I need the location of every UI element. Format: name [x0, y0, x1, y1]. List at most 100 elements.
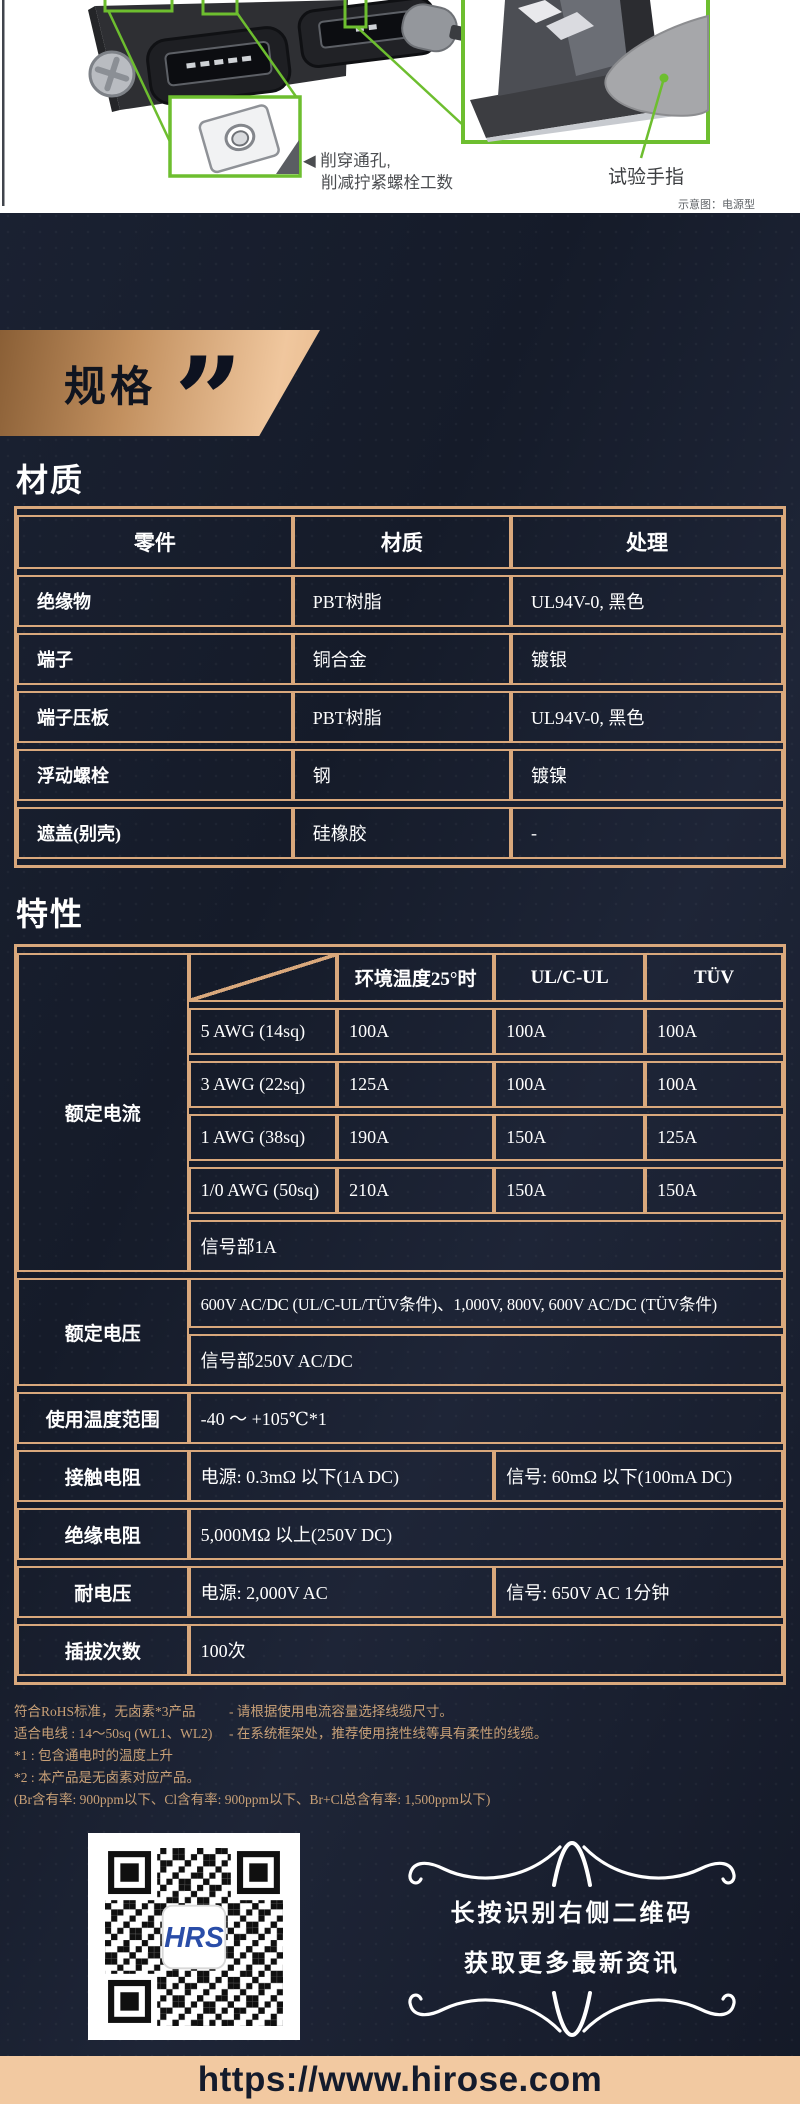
cell-part: 端子压板: [17, 691, 293, 743]
cell-current: 125A: [645, 1114, 783, 1161]
cell-mating-cycles: 100次: [188, 1624, 783, 1676]
row-label-contact-resistance: 接触电阻: [17, 1450, 189, 1502]
product-illustration: ◀ 削穿通孔, 削减拧紧螺栓工数 试验手指 示意图：电源型: [0, 0, 800, 213]
svg-text:HRS: HRS: [164, 1920, 224, 1952]
cell-current: 150A: [494, 1167, 646, 1214]
cell-wire: 5 AWG (14sq): [188, 1008, 338, 1055]
table-row: 遮盖(别壳) 硅橡胶 -: [17, 807, 783, 859]
table-row: 3 AWG (22sq) 125A 100A 100A: [17, 1061, 783, 1108]
cell-current: 100A: [645, 1061, 783, 1108]
cell-withstand-signal: 信号: 650V AC 1分钟: [494, 1566, 783, 1618]
table-row: 绝缘电阻 5,000MΩ 以上(250V DC): [17, 1508, 783, 1560]
cell-treatment: 镀银: [511, 633, 783, 685]
cell-current: 190A: [337, 1114, 495, 1161]
col-header-material: 材质: [292, 515, 512, 569]
cell-material: PBT树脂: [292, 691, 512, 743]
flourish-top-icon: [408, 1840, 736, 1887]
cell-wire: 3 AWG (22sq): [188, 1061, 338, 1108]
table-row: 插拔次数 100次: [17, 1624, 783, 1676]
footnote-rohs: 符合RoHS标准，无卤素*3产品: [14, 1704, 196, 1719]
cell-treatment: -: [511, 807, 783, 859]
table-row: 浮动螺栓 钢 镀镍: [17, 749, 783, 801]
promo-line2: 获取更多最新资讯: [464, 1951, 680, 1977]
materials-table: 零件 材质 处理 绝缘物 PBT树脂 UL94V-0, 黑色 端子 铜合金 镀银…: [14, 506, 786, 868]
cell-current: 100A: [337, 1008, 495, 1055]
col-header-part: 零件: [17, 515, 293, 569]
table-header-row: 零件 材质 处理: [17, 515, 783, 569]
cell-current: 125A: [337, 1061, 495, 1108]
qr-section: HRS 长按识别右侧二维码 获取更多最新资讯: [88, 1833, 800, 2045]
col-header-treatment: 处理: [511, 515, 783, 569]
row-label-rated-current: 额定电流: [17, 953, 189, 1272]
footnotes: 符合RoHS标准，无卤素*3产品 - 请根据使用电流容量选择线缆尺寸。 适合电线…: [14, 1701, 786, 1811]
footnote-halogen: (Br含有率: 900ppm以下、Cl含有率: 900ppm以下、Br+Cl总含…: [14, 1792, 491, 1807]
cell-wire: 1 AWG (38sq): [188, 1114, 338, 1161]
photo-edge: [2, 0, 5, 206]
cell-current: 150A: [645, 1167, 783, 1214]
table-row: 信号部250V AC/DC: [17, 1334, 783, 1386]
cell-wire: 1/0 AWG (50sq): [188, 1167, 338, 1214]
cell-part: 端子: [17, 633, 293, 685]
callout-through-hole: ◀ 削穿通孔, 削减拧紧螺栓工数: [303, 150, 453, 194]
table-row: 1 AWG (38sq) 190A 150A 125A: [17, 1114, 783, 1161]
through-hole-inset: [168, 95, 302, 178]
cell-material: 铜合金: [292, 633, 512, 685]
table-row: 耐电压 电源: 2,000V AC 信号: 650V AC 1分钟: [17, 1566, 783, 1618]
hero-caption: 示意图：电源型: [678, 199, 755, 211]
table-row: 端子 铜合金 镀银: [17, 633, 783, 685]
qr-finder-patterns: [105, 1847, 283, 2026]
table-row: 接触电阻 电源: 0.3mΩ 以下(1A DC) 信号: 60mΩ 以下(100…: [17, 1450, 783, 1502]
row-label-insulation-resistance: 绝缘电阻: [17, 1508, 189, 1560]
page-title: 规格: [64, 364, 157, 411]
col-header-ambient: 环境温度25°时: [337, 953, 495, 1002]
qr-card: HRS: [88, 1833, 300, 2040]
cell-rated-voltage-main: 600V AC/DC (UL/C-UL/TÜV条件)、1,000V, 800V,…: [188, 1278, 783, 1328]
test-finger-inset: [461, 0, 710, 159]
cell-material: PBT树脂: [292, 575, 512, 627]
cell-part: 绝缘物: [17, 575, 293, 627]
row-label-mating-cycles: 插拔次数: [17, 1624, 189, 1676]
cell-current: 150A: [494, 1114, 646, 1161]
row-label-rated-voltage: 额定电压: [17, 1278, 189, 1386]
footer-url[interactable]: https://www.hirose.com: [197, 2060, 603, 2099]
cell-rated-voltage-signal: 信号部250V AC/DC: [188, 1334, 783, 1386]
table-row: 信号部1A: [17, 1220, 783, 1272]
table-row: 使用温度范围 -40 ～ +105℃*1: [17, 1392, 783, 1444]
connector-photo: [88, 0, 467, 112]
flourish-bottom-icon: [408, 1991, 736, 2038]
cell-withstand-power: 电源: 2,000V AC: [188, 1566, 495, 1618]
row-label-temp-range: 使用温度范围: [17, 1392, 189, 1444]
cell-signal-current: 信号部1A: [188, 1220, 783, 1272]
cell-insulation-resistance: 5,000MΩ 以上(250V DC): [188, 1508, 783, 1560]
cell-treatment: UL94V-0, 黑色: [511, 691, 783, 743]
row-label-withstand-voltage: 耐电压: [17, 1566, 189, 1618]
table-row: 5 AWG (14sq) 100A 100A 100A: [17, 1008, 783, 1055]
cell-current: 210A: [337, 1167, 495, 1214]
section-banner: 规格 ”: [0, 330, 320, 436]
cell-part: 浮动螺栓: [17, 749, 293, 801]
footnote-wire: 适合电线 : 14～50sq (WL1、WL2): [14, 1726, 213, 1741]
cell-contact-power: 电源: 0.3mΩ 以下(1A DC): [188, 1450, 495, 1502]
footnote-star2: *2 : 本产品是无卤素对应产品。: [14, 1770, 201, 1785]
cell-part: 遮盖(别壳): [17, 807, 293, 859]
callout-through-hole-line1: ◀ 削穿通孔,: [303, 152, 391, 170]
qr-code[interactable]: HRS: [105, 1847, 283, 2026]
promo-line1: 长按识别右侧二维码: [450, 1901, 694, 1927]
cell-material: 硅橡胶: [292, 807, 512, 859]
callout-test-finger: 试验手指: [608, 167, 685, 188]
cell-current: 100A: [494, 1061, 646, 1108]
callout-through-hole-line2: 削减拧紧螺栓工数: [321, 174, 453, 192]
col-header-tuv: TÜV: [645, 953, 783, 1002]
table-row: 1/0 AWG (50sq) 210A 150A 150A: [17, 1167, 783, 1214]
cell-current: 100A: [494, 1008, 646, 1055]
promo-block: 长按识别右侧二维码 获取更多最新资讯: [392, 1833, 752, 2045]
footnote-star1: *1 : 包含通电时的温度上升: [14, 1748, 174, 1763]
cell-material: 钢: [292, 749, 512, 801]
cell-treatment: 镀镍: [511, 749, 783, 801]
annotation-lines: [103, 0, 465, 147]
table-row: 绝缘物 PBT树脂 UL94V-0, 黑色: [17, 575, 783, 627]
cell-temp-range: -40 ～ +105℃*1: [188, 1392, 783, 1444]
characteristics-table: 额定电流 环境温度25°时 UL/C-UL TÜV 5 AWG (14sq) 1…: [14, 944, 786, 1685]
footer-bar: https://www.hirose.com: [0, 2056, 800, 2104]
